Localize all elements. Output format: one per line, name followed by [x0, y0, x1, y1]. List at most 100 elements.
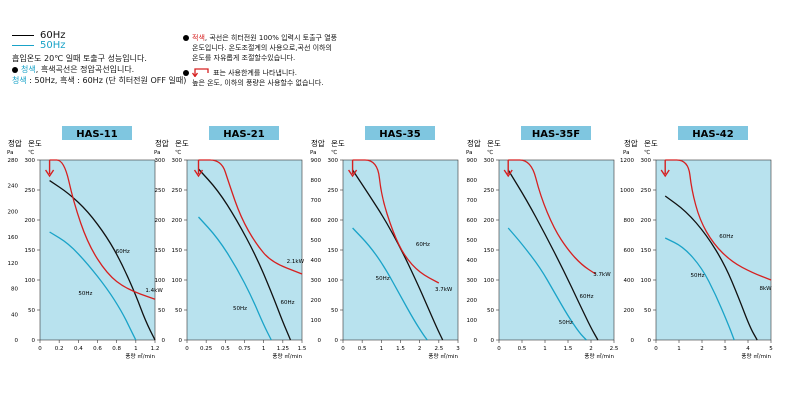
right-note-line1: , 곡선은 히터전원 100% 입력시 토출구 열풍	[204, 34, 338, 42]
x-tick-label: 2.5	[610, 346, 619, 352]
pa-tick-label: 900	[467, 158, 478, 164]
x-tick-label: 0.25	[200, 346, 213, 352]
bullet-icon	[12, 67, 18, 73]
pa-tick-label: 1000	[620, 188, 634, 194]
legend-50hz-label: 50Hz	[40, 39, 66, 51]
temperature-axis-heading: 온도	[175, 139, 189, 148]
x-tick-label: 1	[262, 346, 266, 352]
limit-arrow-head	[503, 169, 513, 178]
x-tick-label: 1.5	[396, 346, 405, 352]
legend-note-3-cyan: 청색	[12, 76, 27, 85]
limit-arrow-icon	[191, 68, 209, 78]
x-tick-label: 0	[185, 346, 189, 352]
curve-50hz	[198, 216, 272, 341]
curve-label: 50Hz	[691, 273, 705, 279]
curve-label: 50Hz	[78, 291, 92, 297]
pa-tick-label: 600	[467, 218, 478, 224]
x-axis-unit: 풍량 ㎥/min	[741, 352, 771, 360]
x-tick-label: 1	[543, 346, 547, 352]
temp-tick-label: 200	[328, 218, 339, 224]
x-tick-label: 0	[497, 346, 501, 352]
plot-panel	[498, 159, 615, 341]
x-axis-unit: 풍량 ㎥/min	[584, 352, 614, 360]
limit-arrow-head	[660, 169, 670, 178]
temp-tick-label: 0	[179, 338, 183, 344]
chart-title-box	[62, 126, 132, 140]
pa-tick-label: 150	[155, 248, 166, 254]
curve-label: 60Hz	[416, 242, 430, 248]
pa-tick-label: 0	[474, 338, 478, 344]
x-tick-label: 5	[769, 346, 773, 352]
curve-label: 50Hz	[233, 306, 247, 312]
temp-tick-label: 150	[641, 248, 652, 254]
pressure-axis-heading: 정압	[311, 138, 325, 148]
deg-unit: ℃	[28, 149, 34, 156]
temp-tick-label: 300	[25, 158, 36, 164]
curve-37kw	[508, 159, 596, 275]
curve-50hz	[49, 231, 137, 341]
pa-tick-label: 200	[624, 308, 635, 314]
curve-60hz	[198, 168, 292, 341]
pa-tick-label: 300	[155, 158, 166, 164]
pa-tick-label: 250	[155, 188, 166, 194]
pa-tick-label: 0	[318, 338, 322, 344]
temperature-axis-heading: 온도	[487, 139, 501, 148]
pa-tick-label: 240	[8, 184, 19, 190]
chart-title: HAS-11	[76, 129, 117, 140]
plot-panel	[342, 159, 459, 341]
temp-tick-label: 50	[331, 308, 338, 314]
pa-tick-label: 80	[11, 287, 18, 293]
pa-tick-label: 800	[467, 178, 478, 184]
curve-label: 3.7kW	[435, 287, 453, 293]
pa-tick-label: 800	[311, 178, 322, 184]
x-tick-label: 0.6	[93, 346, 102, 352]
curve-14kw	[49, 159, 156, 300]
chart-has-35f: 정압 온도 Pa ℃ HAS-35F 0 50 100 150 200 250 300 0 100 200 3…	[466, 126, 619, 360]
legend-60hz: 60Hz	[12, 30, 186, 41]
temp-tick-label: 300	[641, 158, 652, 164]
temperature-axis-heading: 온도	[28, 139, 42, 148]
x-tick-label: 1	[677, 346, 681, 352]
pa-tick-label: 160	[8, 235, 19, 241]
pressure-axis-heading: 정압	[467, 138, 481, 148]
legend: 60Hz 50Hz 흡입온도 20℃ 일때 토출구 성능입니다. 청색, 흑색곡…	[12, 30, 186, 86]
curve-37kw	[352, 159, 440, 284]
x-tick-label: 0	[341, 346, 345, 352]
deg-unit: ℃	[175, 149, 181, 156]
pa-tick-label: 280	[8, 158, 19, 164]
pa-tick-label: 800	[624, 218, 635, 224]
x-tick-label: 3	[723, 346, 727, 352]
curve-label: 1.4kW	[145, 288, 163, 294]
legend-note-3: 청색 : 50Hz, 흑색 : 60Hz (단 히터전원 OFF 일때)	[12, 75, 186, 86]
x-tick-label: 1.25	[277, 346, 290, 352]
pressure-axis-heading: 정압	[8, 138, 22, 148]
legend-note-2-cyan: 청색	[21, 65, 36, 74]
pa-tick-label: 0	[631, 338, 635, 344]
curve-21kw	[198, 159, 303, 275]
plot-panel	[39, 159, 156, 341]
pa-unit: Pa	[623, 150, 629, 156]
curve-60hz	[352, 169, 444, 341]
x-tick-label: 4	[746, 346, 750, 352]
right-note-1: 적색, 곡선은 히터전원 100% 입력시 토출구 열풍	[183, 33, 337, 43]
curve-label: 60Hz	[116, 249, 130, 255]
plot-panel	[186, 159, 303, 341]
pa-tick-label: 600	[311, 218, 322, 224]
temp-tick-label: 50	[175, 308, 182, 314]
curve-label: 60Hz	[719, 234, 733, 240]
curve-60hz	[507, 169, 599, 341]
x-tick-label: 0.75	[238, 346, 251, 352]
temp-tick-label: 200	[484, 218, 495, 224]
temp-tick-label: 0	[335, 338, 339, 344]
curve-8kw	[665, 159, 772, 281]
legend-note-3-text: : 50Hz, 흑색 : 60Hz (단 히터전원 OFF 일때)	[26, 76, 187, 85]
pa-tick-label: 200	[467, 298, 478, 304]
x-tick-label: 1	[380, 346, 384, 352]
temp-tick-label: 50	[644, 308, 651, 314]
legend-note-1: 흡입온도 20℃ 일때 토출구 성능입니다.	[12, 54, 147, 63]
deg-unit: ℃	[644, 149, 650, 156]
legend-note-2: 청색, 흑색곡선은 정압곡선입니다.	[12, 64, 186, 75]
x-tick-label: 0	[38, 346, 42, 352]
x-axis-unit: 풍량 ㎥/min	[272, 352, 302, 360]
